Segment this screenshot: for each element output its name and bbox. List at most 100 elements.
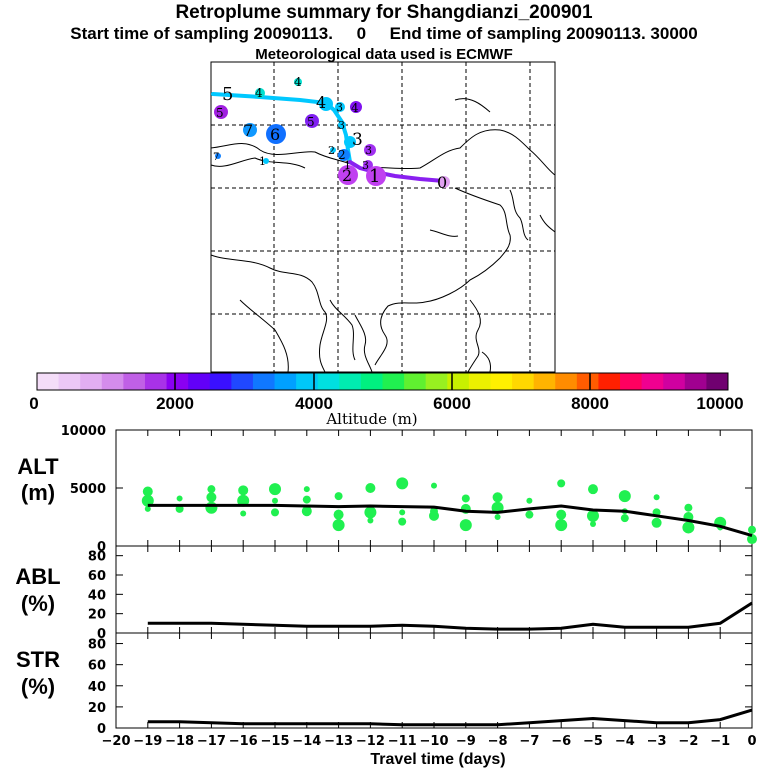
y-tick-label: 40 — [88, 680, 106, 695]
colorbar-dividers — [174, 373, 591, 390]
alt-dot — [430, 507, 438, 516]
cluster-label: 2 — [342, 166, 352, 185]
x-tick-label: −11 — [388, 734, 417, 749]
str-frame — [115, 632, 753, 729]
cluster-label: 4 — [351, 101, 359, 115]
cluster-labels: 5 4 4 5 7 6 5 4 3 4 3 3 2 2 3 3 1 2 1 0 … — [213, 75, 447, 192]
alt-dot — [556, 509, 567, 520]
cluster-label: 1 — [259, 155, 266, 168]
y-tick-label: 40 — [88, 588, 106, 603]
cluster-label: 4 — [316, 93, 326, 112]
colorbar-cell — [620, 373, 643, 390]
x-tick-labels: −20 −19 −18 −17 −16 −15 −14 −13 −12 −11 −10 −9 −8 −7−… — [102, 734, 757, 749]
cluster-label: 6 — [270, 125, 280, 144]
str-line — [147, 708, 753, 727]
alt-dot — [431, 482, 437, 489]
chart-title: Retroplume summary for Shangdianzi_20090… — [175, 2, 593, 23]
alt-dot — [748, 525, 756, 534]
altitude-colorbar: 0 2000 4000 6000 8000 10000 Altitude (m) — [29, 372, 744, 428]
cluster-marker — [338, 165, 358, 185]
alt-dot — [144, 505, 151, 512]
colorbar-tick: 6000 — [433, 394, 471, 413]
x-tick-label: −6 — [551, 734, 571, 749]
alt-dot — [303, 486, 310, 493]
alt-scatter-dots — [141, 477, 757, 545]
alt-dot — [206, 492, 217, 503]
alt-dot — [176, 495, 183, 502]
cluster-label: 5 — [307, 115, 315, 129]
cluster-label: 4 — [294, 75, 302, 89]
alt-dot — [334, 492, 343, 501]
alt-dot — [367, 517, 374, 524]
alt-dot — [494, 514, 501, 520]
colorbar-cell — [274, 373, 297, 390]
alt-dot — [205, 501, 218, 514]
y-tick-label: 0 — [97, 722, 106, 737]
colorbar-tick: 4000 — [295, 394, 333, 413]
cluster-label: 1 — [344, 159, 351, 172]
colorbar-tick-labels: 0 2000 4000 6000 8000 10000 — [29, 394, 743, 413]
colorbar-cell — [231, 373, 254, 390]
colorbar-cell — [166, 373, 189, 390]
colorbar-cell — [37, 373, 60, 390]
cluster-marker — [350, 101, 362, 113]
cluster-label: 7 — [213, 152, 219, 163]
cluster-marker — [338, 149, 350, 161]
y-tick-label: 20 — [88, 701, 106, 716]
alt-dot — [365, 483, 376, 493]
cluster-label: 2 — [328, 144, 335, 157]
colorbar-cell — [144, 373, 168, 390]
cluster-label: 3 — [336, 101, 343, 114]
colorbar-tick: 10000 — [696, 394, 743, 413]
panel-alt: 0 5000 10000 ALT (m) — [17, 424, 757, 555]
colorbar-cell — [555, 373, 578, 390]
alt-dot — [587, 509, 599, 522]
cluster-label: 1 — [369, 166, 380, 187]
colorbar-cell — [296, 373, 319, 390]
y-tick-label: 0 — [97, 627, 106, 642]
cluster-label: 5 — [222, 84, 233, 105]
alt-dot — [618, 490, 631, 503]
x-tick-label: −13 — [324, 734, 353, 749]
alt-dot — [301, 506, 312, 517]
colorbar-cells — [37, 373, 729, 390]
x-tick-label: −18 — [165, 734, 194, 749]
x-tick-label: −16 — [229, 734, 258, 749]
y-tick-label: 10000 — [61, 424, 106, 439]
alt-dot — [653, 494, 660, 501]
y-tick-label: 60 — [88, 659, 106, 674]
alt-dot — [142, 486, 153, 497]
x-tick-label: −7 — [519, 734, 539, 749]
x-tick-label: −20 — [102, 734, 131, 749]
colorbar-cell — [101, 373, 124, 390]
abl-label-line1: ABL — [15, 564, 60, 589]
cluster-marker — [263, 158, 269, 164]
cluster-marker — [243, 123, 257, 137]
alt-dot — [526, 497, 533, 504]
alt-dot — [620, 514, 629, 523]
cluster-label: 2 — [338, 148, 346, 162]
abl-y-ticks: 0 20 40 60 80 — [88, 550, 752, 642]
alt-dot — [399, 509, 406, 516]
alt-dot — [240, 510, 247, 517]
map-frame — [210, 61, 556, 373]
alt-dot — [682, 521, 695, 534]
x-tick-label: −4 — [615, 734, 635, 749]
y-tick-label: 80 — [88, 638, 106, 653]
abl-frame — [115, 545, 753, 634]
cluster-label: 5 — [216, 106, 224, 120]
cluster-marker — [319, 97, 333, 111]
colorbar-cell — [512, 373, 535, 390]
alt-dot — [271, 508, 279, 517]
x-tick-label: −15 — [261, 734, 290, 749]
colorbar-cell — [684, 373, 707, 390]
colorbar-axis-label: Altitude (m) — [325, 410, 417, 428]
alt-dot — [555, 519, 568, 532]
y-tick-label: 20 — [88, 608, 106, 623]
abl-label-line2: (%) — [21, 591, 55, 616]
colorbar-cell — [468, 373, 491, 390]
cluster-label: 0 — [437, 173, 447, 192]
x-axis-label: Travel time (days) — [370, 751, 505, 768]
sampling-time-subtitle: Start time of sampling 20090113. 0 End t… — [70, 24, 698, 43]
colorbar-cell — [382, 373, 405, 390]
